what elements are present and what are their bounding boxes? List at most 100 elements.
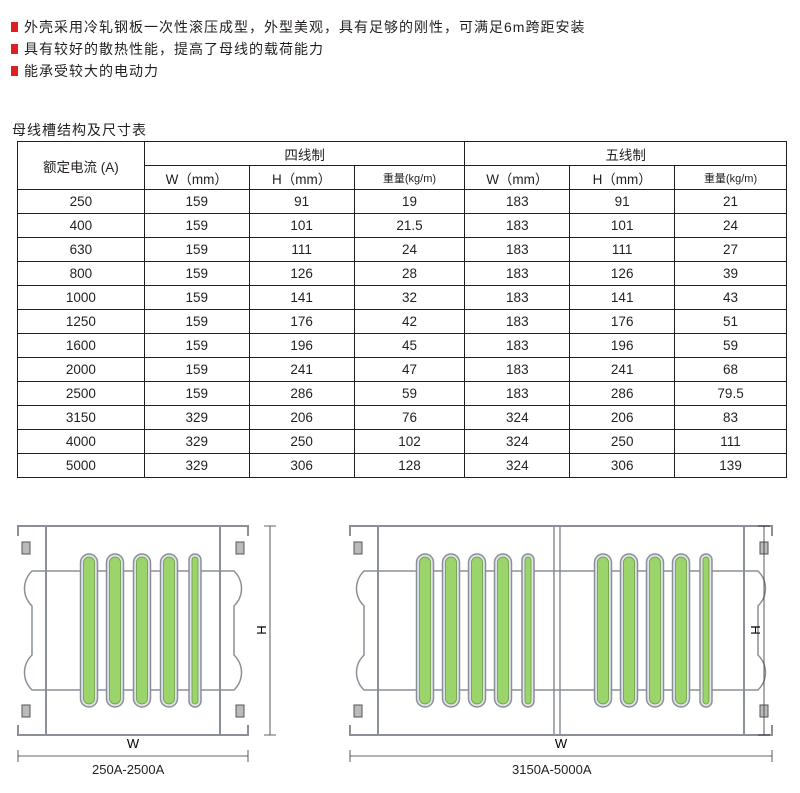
bolt-icon [235, 704, 245, 718]
table-cell: 241 [248, 357, 355, 382]
table-cell: 183 [464, 285, 571, 310]
height-dimension-line [264, 525, 276, 736]
diagram-250-2500: WH [17, 525, 276, 762]
bullet-square-icon [11, 44, 18, 54]
table-row: 2000 159 241 47 183 241 68 [17, 357, 787, 382]
table-cell: 43 [674, 285, 787, 310]
table-row: 3150 329 206 76 324 206 83 [17, 405, 787, 430]
table-cell: 5000 [17, 453, 145, 478]
table-cell: 28 [353, 261, 466, 286]
table-cell: 241 [569, 357, 676, 382]
table-cell: 250 [569, 429, 676, 454]
table-cell: 102 [353, 429, 466, 454]
table-cell: 91 [248, 189, 355, 214]
table-cell: 400 [17, 213, 145, 238]
busbar [497, 556, 509, 705]
table-cell: 141 [248, 285, 355, 310]
table-cell: 59 [674, 333, 787, 358]
bolt-icon [21, 704, 31, 718]
table-cell: 250 [17, 189, 145, 214]
table-row: 1600 159 196 45 183 196 59 [17, 333, 787, 358]
table-cell: 32 [353, 285, 466, 310]
table-row: 1000 159 141 32 183 141 43 [17, 285, 787, 310]
bolt-icon [353, 541, 363, 555]
feature-text: 能承受较大的电动力 [24, 63, 159, 79]
table-cell: 183 [464, 309, 571, 334]
housing-profile [744, 570, 767, 691]
table-cell: 21 [674, 189, 787, 214]
bolt-icon [235, 541, 245, 555]
dimension-table: 额定电流 (A) 四线制 五线制 W（mm） H（mm） 重量(kg/m) W（… [17, 141, 787, 478]
table-cell: 159 [143, 189, 250, 214]
four-wire-header: 四线制 [143, 141, 466, 166]
table-cell: 176 [569, 309, 676, 334]
table-title: 母线槽结构及尺寸表 [12, 122, 147, 138]
busbar [649, 556, 661, 705]
busbar [445, 556, 457, 705]
table-cell: 329 [143, 453, 250, 478]
table-cell: 159 [143, 237, 250, 262]
table-cell: 206 [569, 405, 676, 430]
table-cell: 19 [353, 189, 466, 214]
table-cell: 206 [248, 405, 355, 430]
feature-item: 外壳采用冷轧钢板一次性滚压成型，外型美观，具有足够的刚性，可满足6m跨距安装 [11, 16, 585, 38]
table-cell: 196 [569, 333, 676, 358]
side-channel [219, 525, 249, 736]
side-channel [17, 525, 47, 736]
table-cell: 83 [674, 405, 787, 430]
diagram-caption: 250A-2500A [92, 762, 165, 777]
table-cell: 159 [143, 309, 250, 334]
table-cell: 306 [569, 453, 676, 478]
table-cell: 45 [353, 333, 466, 358]
table-cell: 4000 [17, 429, 145, 454]
col-header: H（mm） [248, 165, 355, 190]
table-cell: 183 [464, 381, 571, 406]
table-cell: 91 [569, 189, 676, 214]
bolt-icon [353, 704, 363, 718]
busbar [597, 556, 609, 705]
table-row: 4000 329 250 102 324 250 111 [17, 429, 787, 454]
table-cell: 159 [143, 285, 250, 310]
housing-profile [220, 570, 243, 691]
table-cell: 1250 [17, 309, 145, 334]
table-cell: 329 [143, 405, 250, 430]
table-cell: 139 [674, 453, 787, 478]
table-cell: 286 [569, 381, 676, 406]
bolt-icon [21, 541, 31, 555]
bullet-square-icon [11, 22, 18, 32]
housing-edge [378, 525, 744, 736]
height-label: H [748, 625, 763, 634]
table-cell: 39 [674, 261, 787, 286]
diagram-caption: 3150A-5000A [512, 762, 592, 777]
busbar [191, 556, 199, 705]
table-cell: 47 [353, 357, 466, 382]
table-cell: 306 [248, 453, 355, 478]
busbar [163, 556, 175, 705]
table-cell: 59 [353, 381, 466, 406]
feature-text: 外壳采用冷轧钢板一次性滚压成型，外型美观，具有足够的刚性，可满足6m跨距安装 [24, 19, 586, 35]
table-cell: 250 [248, 429, 355, 454]
table-cell: 159 [143, 381, 250, 406]
housing-profile [355, 570, 378, 691]
busbar [702, 556, 710, 705]
table-cell: 126 [248, 261, 355, 286]
table-cell: 101 [569, 213, 676, 238]
table-cell: 159 [143, 213, 250, 238]
col-header: 重量(kg/m) [674, 165, 787, 190]
housing-edge [46, 525, 220, 736]
table-cell: 24 [353, 237, 466, 262]
col-header: W（mm） [143, 165, 250, 190]
table-row: 800 159 126 28 183 126 39 [17, 261, 787, 286]
table-row: 630 159 111 24 183 111 27 [17, 237, 787, 262]
diagram-3150-5000: WH [349, 525, 773, 762]
table-cell: 51 [674, 309, 787, 334]
center-seam [553, 526, 561, 735]
table-cell: 324 [464, 429, 571, 454]
table-cell: 126 [569, 261, 676, 286]
busbar [471, 556, 483, 705]
table-cell: 141 [569, 285, 676, 310]
table-row: 2500 159 286 59 183 286 79.5 [17, 381, 787, 406]
side-channel [349, 525, 379, 736]
table-cell: 42 [353, 309, 466, 334]
width-label: W [555, 736, 568, 751]
